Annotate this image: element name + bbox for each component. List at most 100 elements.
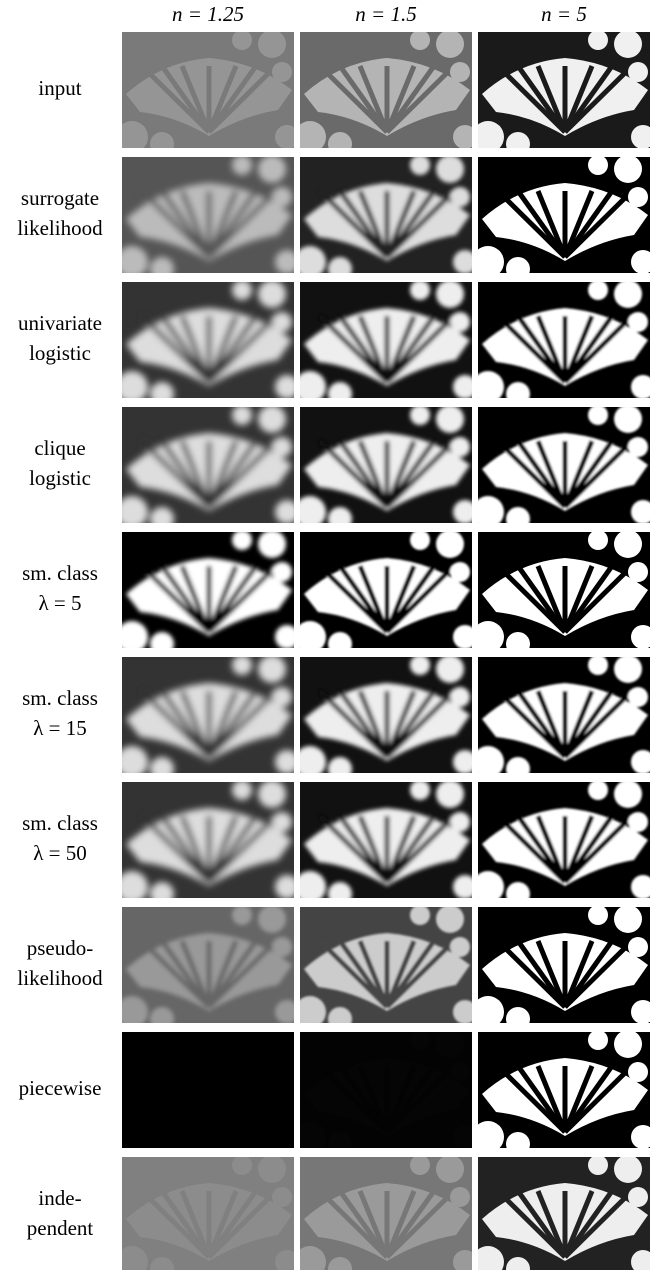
- noise: [478, 532, 650, 648]
- result-image: [116, 280, 299, 406]
- flower: [116, 621, 148, 653]
- noise: [300, 907, 472, 1023]
- result-image: [472, 280, 650, 406]
- result-image: [294, 780, 477, 906]
- result-image: [294, 280, 477, 406]
- noise: [122, 32, 294, 148]
- row-label: sm. class: [22, 811, 98, 835]
- flower: [272, 1062, 292, 1082]
- result-image: [116, 30, 299, 156]
- noise: [122, 1157, 294, 1270]
- row-label: input: [38, 76, 81, 100]
- column-header: n = 1.5: [355, 2, 416, 26]
- result-image: [294, 30, 477, 156]
- flower: [450, 562, 470, 582]
- noise: [122, 782, 294, 898]
- noise: [478, 907, 650, 1023]
- noise: [300, 407, 472, 523]
- noise: [478, 282, 650, 398]
- result-image: [472, 155, 650, 281]
- noise: [122, 282, 294, 398]
- row-label: logistic: [29, 466, 91, 490]
- noise: [478, 407, 650, 523]
- result-image: [294, 155, 477, 281]
- row-label: sm. class: [22, 561, 98, 585]
- noise: [122, 657, 294, 773]
- result-image: [472, 905, 650, 1031]
- row-label: pseudo-: [27, 936, 94, 960]
- result-image: [116, 780, 299, 906]
- row-label: λ = 5: [38, 591, 81, 615]
- flower: [328, 632, 352, 656]
- noise: [122, 407, 294, 523]
- noise: [300, 657, 472, 773]
- noise: [122, 907, 294, 1023]
- row-label: λ = 50: [33, 841, 87, 865]
- row-label: piecewise: [19, 1076, 102, 1100]
- result-image: [116, 155, 299, 281]
- flower: [232, 530, 252, 550]
- flower: [628, 1062, 648, 1082]
- flower: [150, 1132, 174, 1156]
- noise: [300, 157, 472, 273]
- flower: [453, 1125, 477, 1149]
- result-image: [472, 405, 650, 531]
- result-image: [472, 1155, 650, 1270]
- flower: [453, 625, 477, 649]
- flower: [588, 1030, 608, 1050]
- row-label: surrogate: [21, 186, 99, 210]
- flower: [328, 1132, 352, 1156]
- page: n = 1.25 n = 1.5 n = 5 input surrogate likeli…: [0, 0, 650, 1270]
- flower: [410, 1030, 430, 1050]
- flower: [436, 530, 464, 558]
- column-header: n = 5: [541, 2, 587, 26]
- result-image: [116, 530, 299, 656]
- row-label: λ = 15: [33, 716, 87, 740]
- noise: [478, 157, 650, 273]
- noise: [478, 1157, 650, 1270]
- result-image: [294, 1155, 477, 1270]
- flower: [275, 625, 299, 649]
- result-image: [116, 1155, 299, 1270]
- flower: [472, 1121, 504, 1153]
- noise: [300, 282, 472, 398]
- noise: [478, 32, 650, 148]
- row-label: inde-: [38, 1186, 81, 1210]
- noise: [122, 157, 294, 273]
- result-image: [294, 405, 477, 531]
- result-image: [116, 1030, 299, 1156]
- result-image: [294, 905, 477, 1031]
- result-image: [472, 655, 650, 781]
- flower: [258, 530, 286, 558]
- result-image: [116, 405, 299, 531]
- result-image: [472, 1030, 650, 1156]
- flower: [614, 1030, 642, 1058]
- row-label: univariate: [18, 311, 102, 335]
- flower: [258, 1030, 286, 1058]
- row-label: likelihood: [17, 216, 103, 240]
- result-image: [472, 780, 650, 906]
- result-image: [294, 530, 477, 656]
- flower: [150, 632, 174, 656]
- result-image: [294, 1030, 477, 1156]
- row-label: logistic: [29, 341, 91, 365]
- column-header: n = 1.25: [172, 2, 244, 26]
- result-image: [472, 30, 650, 156]
- flower: [275, 1125, 299, 1149]
- noise: [300, 1157, 472, 1270]
- flower: [436, 1030, 464, 1058]
- flower: [506, 1132, 530, 1156]
- flower: [294, 621, 326, 653]
- flower: [272, 562, 292, 582]
- noise: [478, 782, 650, 898]
- flower: [410, 530, 430, 550]
- row-label: sm. class: [22, 686, 98, 710]
- row-label: pendent: [27, 1216, 94, 1240]
- figure: n = 1.25 n = 1.5 n = 5 input surrogate likeli…: [0, 0, 650, 1270]
- flower: [232, 1030, 252, 1050]
- result-image: [116, 905, 299, 1031]
- noise: [300, 782, 472, 898]
- flower: [294, 1121, 326, 1153]
- result-image: [294, 655, 477, 781]
- row-label: likelihood: [17, 966, 103, 990]
